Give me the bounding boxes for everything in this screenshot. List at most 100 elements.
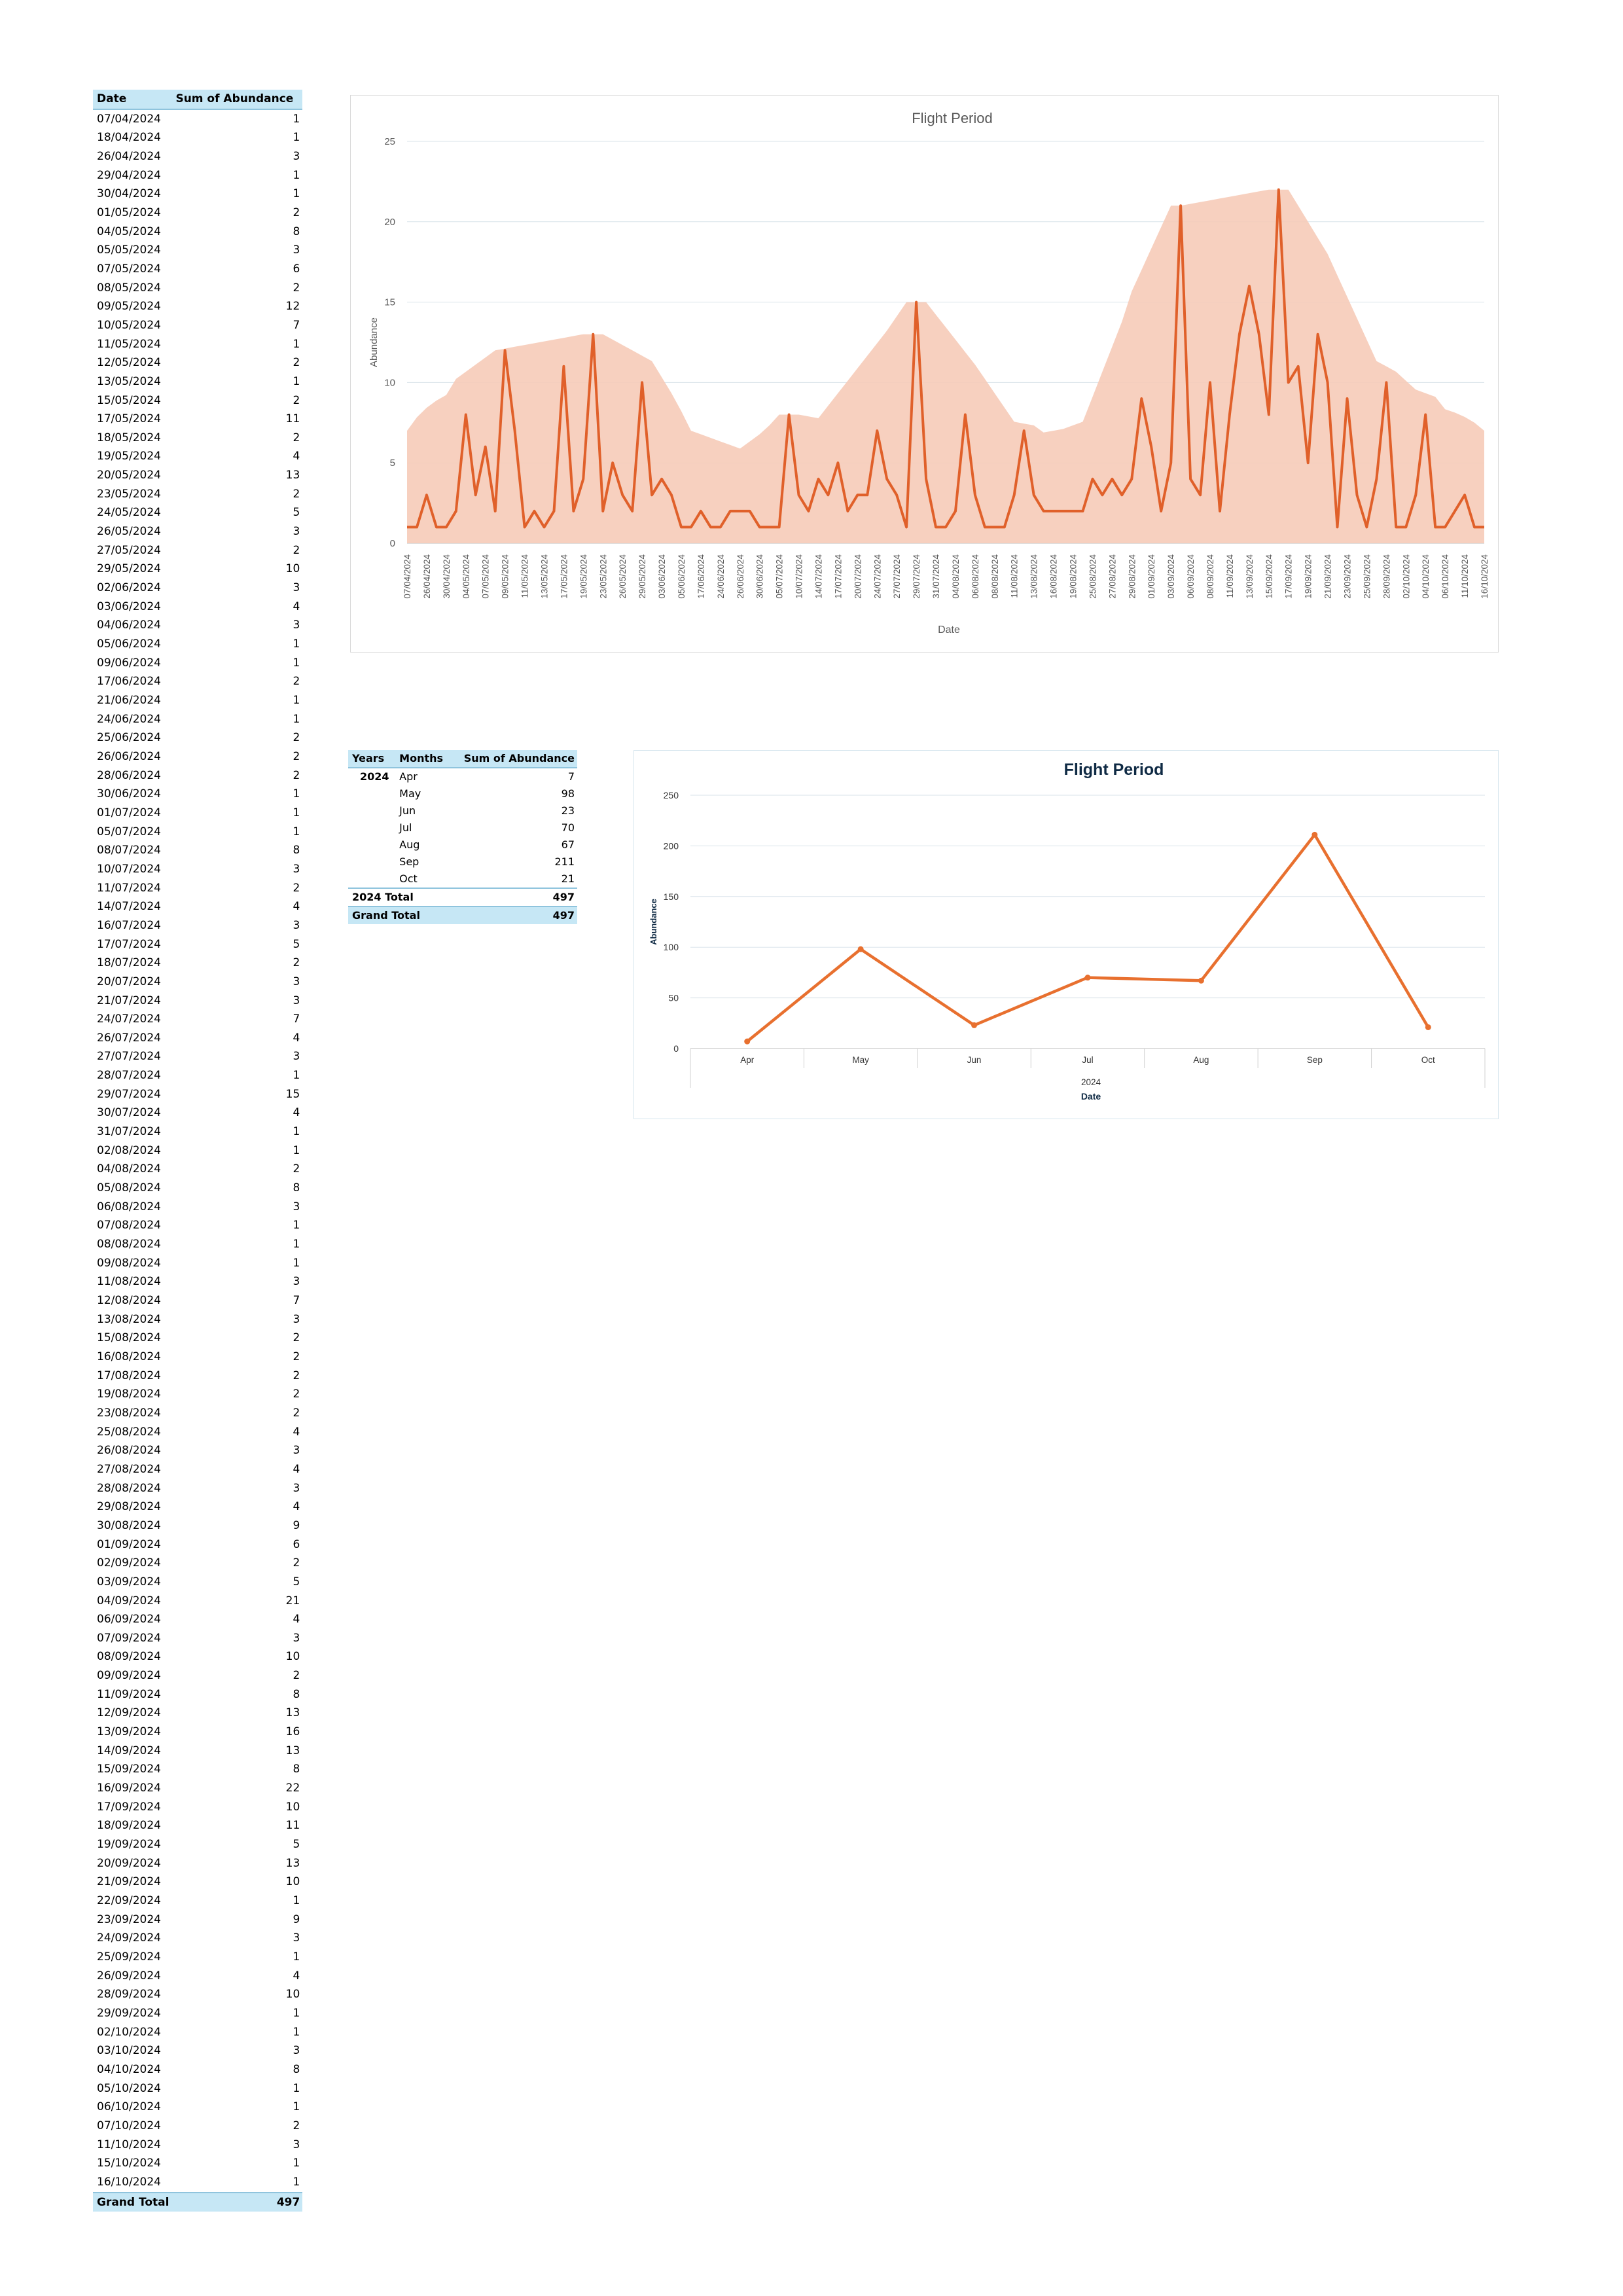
- date-cell[interactable]: 12/09/2024: [97, 1706, 161, 1720]
- abundance-cell[interactable]: 3: [293, 1481, 300, 1495]
- date-cell[interactable]: 28/06/2024: [97, 768, 161, 782]
- abundance-cell[interactable]: 1: [293, 694, 300, 707]
- month-cell[interactable]: Oct: [399, 872, 418, 885]
- date-cell[interactable]: 09/09/2024: [97, 1669, 161, 1683]
- date-cell[interactable]: 24/07/2024: [97, 1013, 161, 1026]
- date-cell[interactable]: 30/07/2024: [97, 1106, 161, 1120]
- date-cell[interactable]: 28/09/2024: [97, 1988, 161, 2001]
- date-cell[interactable]: 26/05/2024: [97, 525, 161, 539]
- date-cell[interactable]: 04/08/2024: [97, 1162, 161, 1176]
- date-cell[interactable]: 03/09/2024: [97, 1575, 161, 1588]
- abundance-cell[interactable]: 10: [285, 1875, 300, 1889]
- date-cell[interactable]: 17/08/2024: [97, 1369, 161, 1382]
- date-cell[interactable]: 20/05/2024: [97, 469, 161, 482]
- abundance-cell[interactable]: 4: [293, 600, 300, 613]
- abundance-cell[interactable]: 12: [285, 300, 300, 314]
- date-cell[interactable]: 11/09/2024: [97, 1687, 161, 1701]
- date-cell[interactable]: 07/09/2024: [97, 1631, 161, 1645]
- abundance-cell[interactable]: 4: [293, 1462, 300, 1476]
- abundance-cell[interactable]: 1: [293, 337, 300, 351]
- date-cell[interactable]: 16/08/2024: [97, 1350, 161, 1363]
- abundance-cell[interactable]: 3: [293, 1444, 300, 1458]
- abundance-cell[interactable]: 98: [561, 787, 575, 800]
- abundance-cell[interactable]: 13: [285, 1856, 300, 1870]
- abundance-cell[interactable]: 11: [285, 412, 300, 426]
- abundance-cell[interactable]: 4: [293, 900, 300, 914]
- abundance-cell[interactable]: 8: [293, 1181, 300, 1195]
- date-cell[interactable]: 19/08/2024: [97, 1388, 161, 1401]
- date-cell[interactable]: 29/04/2024: [97, 168, 161, 182]
- date-column-header[interactable]: Date: [93, 90, 172, 110]
- abundance-cell[interactable]: 1: [293, 1238, 300, 1251]
- abundance-cell[interactable]: 2: [293, 1388, 300, 1401]
- date-cell[interactable]: 26/09/2024: [97, 1969, 161, 1982]
- abundance-cell[interactable]: 3: [293, 149, 300, 163]
- abundance-cell[interactable]: 4: [293, 1425, 300, 1439]
- abundance-cell[interactable]: 21: [561, 872, 575, 885]
- abundance-cell[interactable]: 3: [293, 975, 300, 988]
- abundance-cell[interactable]: 1: [293, 1219, 300, 1232]
- abundance-cell[interactable]: 3: [293, 243, 300, 257]
- date-cell[interactable]: 01/09/2024: [97, 1537, 161, 1551]
- abundance-cell[interactable]: 70: [561, 821, 575, 834]
- monthly-flight-period-chart[interactable]: Flight Period 0 50 100 150 200 250 Apr May Jun Jul…: [633, 750, 1499, 1119]
- date-cell[interactable]: 24/06/2024: [97, 712, 161, 726]
- date-cell[interactable]: 18/05/2024: [97, 431, 161, 444]
- date-cell[interactable]: 01/07/2024: [97, 806, 161, 819]
- date-cell[interactable]: 01/05/2024: [97, 206, 161, 219]
- date-cell[interactable]: 21/09/2024: [97, 1875, 161, 1889]
- abundance-cell[interactable]: 2: [293, 206, 300, 219]
- abundance-cell[interactable]: 2: [293, 881, 300, 895]
- abundance-cell[interactable]: 3: [293, 619, 300, 632]
- date-cell[interactable]: 28/08/2024: [97, 1481, 161, 1495]
- abundance-cell[interactable]: 3: [293, 994, 300, 1007]
- abundance-cell[interactable]: 5: [293, 1575, 300, 1588]
- abundance-cell[interactable]: 2: [293, 1406, 300, 1420]
- abundance-cell[interactable]: 1: [293, 2175, 300, 2189]
- abundance-cell[interactable]: 3: [293, 862, 300, 876]
- date-cell[interactable]: 17/06/2024: [97, 675, 161, 689]
- abundance-cell[interactable]: 2: [293, 393, 300, 407]
- month-cell[interactable]: Jun: [399, 804, 416, 817]
- date-cell[interactable]: 08/05/2024: [97, 281, 161, 295]
- date-cell[interactable]: 29/07/2024: [97, 1087, 161, 1101]
- date-cell[interactable]: 20/07/2024: [97, 975, 161, 988]
- date-cell[interactable]: 17/05/2024: [97, 412, 161, 426]
- year-cell[interactable]: [348, 870, 395, 888]
- abundance-cell[interactable]: 8: [293, 1763, 300, 1776]
- date-cell[interactable]: 18/07/2024: [97, 956, 161, 970]
- date-cell[interactable]: 02/08/2024: [97, 1143, 161, 1157]
- date-cell[interactable]: 02/09/2024: [97, 1556, 161, 1570]
- abundance-cell[interactable]: 21: [285, 1594, 300, 1607]
- date-cell[interactable]: 03/06/2024: [97, 600, 161, 613]
- date-cell[interactable]: 19/05/2024: [97, 450, 161, 463]
- abundance-cell[interactable]: 16: [285, 1725, 300, 1739]
- date-cell[interactable]: 11/05/2024: [97, 337, 161, 351]
- date-cell[interactable]: 07/08/2024: [97, 1219, 161, 1232]
- abundance-cell[interactable]: 1: [293, 712, 300, 726]
- date-cell[interactable]: 24/05/2024: [97, 506, 161, 520]
- date-cell[interactable]: 23/09/2024: [97, 1912, 161, 1926]
- date-cell[interactable]: 22/09/2024: [97, 1894, 161, 1907]
- date-cell[interactable]: 30/08/2024: [97, 1518, 161, 1532]
- abundance-cell[interactable]: 5: [293, 937, 300, 951]
- date-cell[interactable]: 25/06/2024: [97, 731, 161, 745]
- abundance-cell[interactable]: 2: [293, 2119, 300, 2132]
- abundance-cell[interactable]: 2: [293, 1556, 300, 1570]
- date-cell[interactable]: 03/10/2024: [97, 2044, 161, 2058]
- date-cell[interactable]: 15/09/2024: [97, 1763, 161, 1776]
- abundance-cell[interactable]: 3: [293, 2044, 300, 2058]
- date-cell[interactable]: 11/07/2024: [97, 881, 161, 895]
- date-cell[interactable]: 05/07/2024: [97, 825, 161, 838]
- date-cell[interactable]: 04/06/2024: [97, 619, 161, 632]
- date-cell[interactable]: 04/05/2024: [97, 224, 161, 238]
- date-cell[interactable]: 08/08/2024: [97, 1238, 161, 1251]
- abundance-cell[interactable]: 1: [293, 1950, 300, 1964]
- abundance-cell[interactable]: 8: [293, 844, 300, 857]
- abundance-cell[interactable]: 9: [293, 1518, 300, 1532]
- abundance-cell[interactable]: 2: [293, 749, 300, 763]
- date-cell[interactable]: 07/05/2024: [97, 262, 161, 276]
- abundance-cell[interactable]: 2: [293, 431, 300, 444]
- year-cell[interactable]: [348, 853, 395, 870]
- abundance-cell[interactable]: 1: [293, 787, 300, 801]
